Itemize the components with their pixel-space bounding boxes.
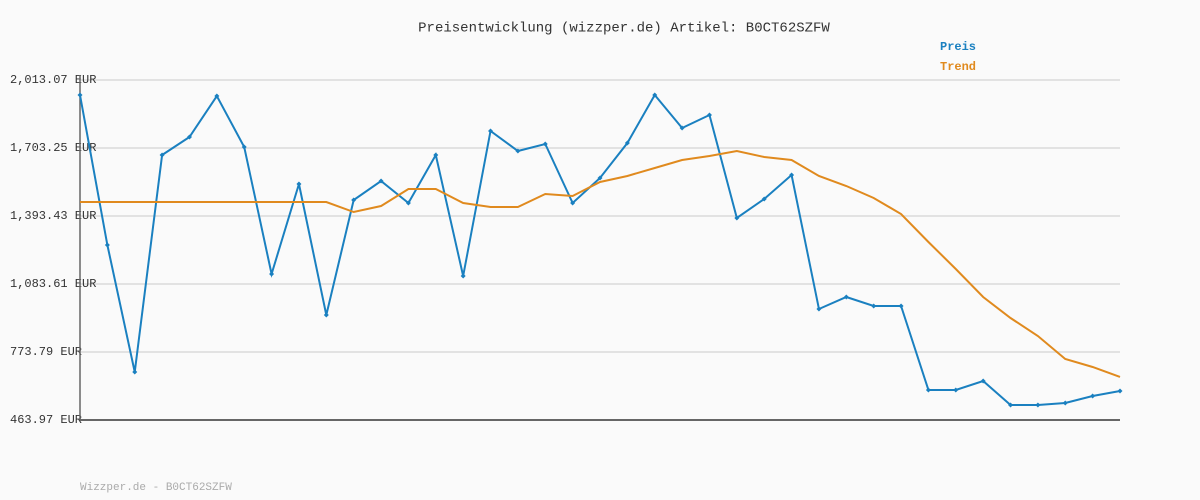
y-tick-label: 773.79 EUR <box>10 345 82 359</box>
series-line <box>80 149 1121 378</box>
point-marker <box>925 387 931 393</box>
legend-label: Trend <box>940 60 976 74</box>
footer: Wizzper.de - B0CT62SZFW <box>80 482 232 494</box>
point-marker <box>871 303 877 309</box>
point-marker <box>269 271 275 277</box>
y-tick-label: 1,083.61 EUR <box>10 277 96 291</box>
point-marker <box>761 196 767 202</box>
point-marker <box>1062 400 1068 406</box>
point-marker <box>159 152 165 158</box>
point-marker <box>1035 402 1041 408</box>
point-marker <box>241 144 247 150</box>
y-tick-label: 463.97 EUR <box>10 413 82 427</box>
point-marker <box>679 125 685 131</box>
point-marker <box>351 197 357 203</box>
point-marker <box>953 387 959 393</box>
point-marker <box>706 112 712 118</box>
point-marker <box>652 92 658 98</box>
y-tick-label: 1,393.43 EUR <box>10 209 96 223</box>
point-marker <box>214 93 220 99</box>
point-marker <box>323 312 329 318</box>
point-marker <box>186 134 192 140</box>
point-marker <box>1090 393 1096 399</box>
point-marker <box>378 178 384 184</box>
point-marker <box>1008 402 1014 408</box>
point-marker <box>77 92 83 98</box>
point-marker <box>515 148 521 154</box>
legend-label: Preis <box>940 40 976 54</box>
point-marker <box>980 378 986 384</box>
point-marker <box>405 200 411 206</box>
point-marker <box>296 181 302 187</box>
point-marker <box>898 303 904 309</box>
point-marker <box>816 306 822 312</box>
point-marker <box>624 140 630 146</box>
point-marker <box>132 369 138 375</box>
point-marker <box>570 200 576 206</box>
point-marker <box>542 141 548 147</box>
point-marker <box>843 294 849 300</box>
point-marker <box>104 242 110 248</box>
point-marker <box>597 175 603 181</box>
point-marker <box>1117 388 1123 394</box>
y-tick-label: 2,013.07 EUR <box>10 73 96 87</box>
y-tick-label: 1,703.25 EUR <box>10 141 96 155</box>
point-marker <box>734 215 740 221</box>
point-marker <box>789 172 795 178</box>
chart-title: Preisentwicklung (wizzper.de) Artikel: B… <box>418 21 830 37</box>
point-marker <box>433 152 439 158</box>
point-marker <box>488 128 494 134</box>
point-marker <box>460 273 466 279</box>
